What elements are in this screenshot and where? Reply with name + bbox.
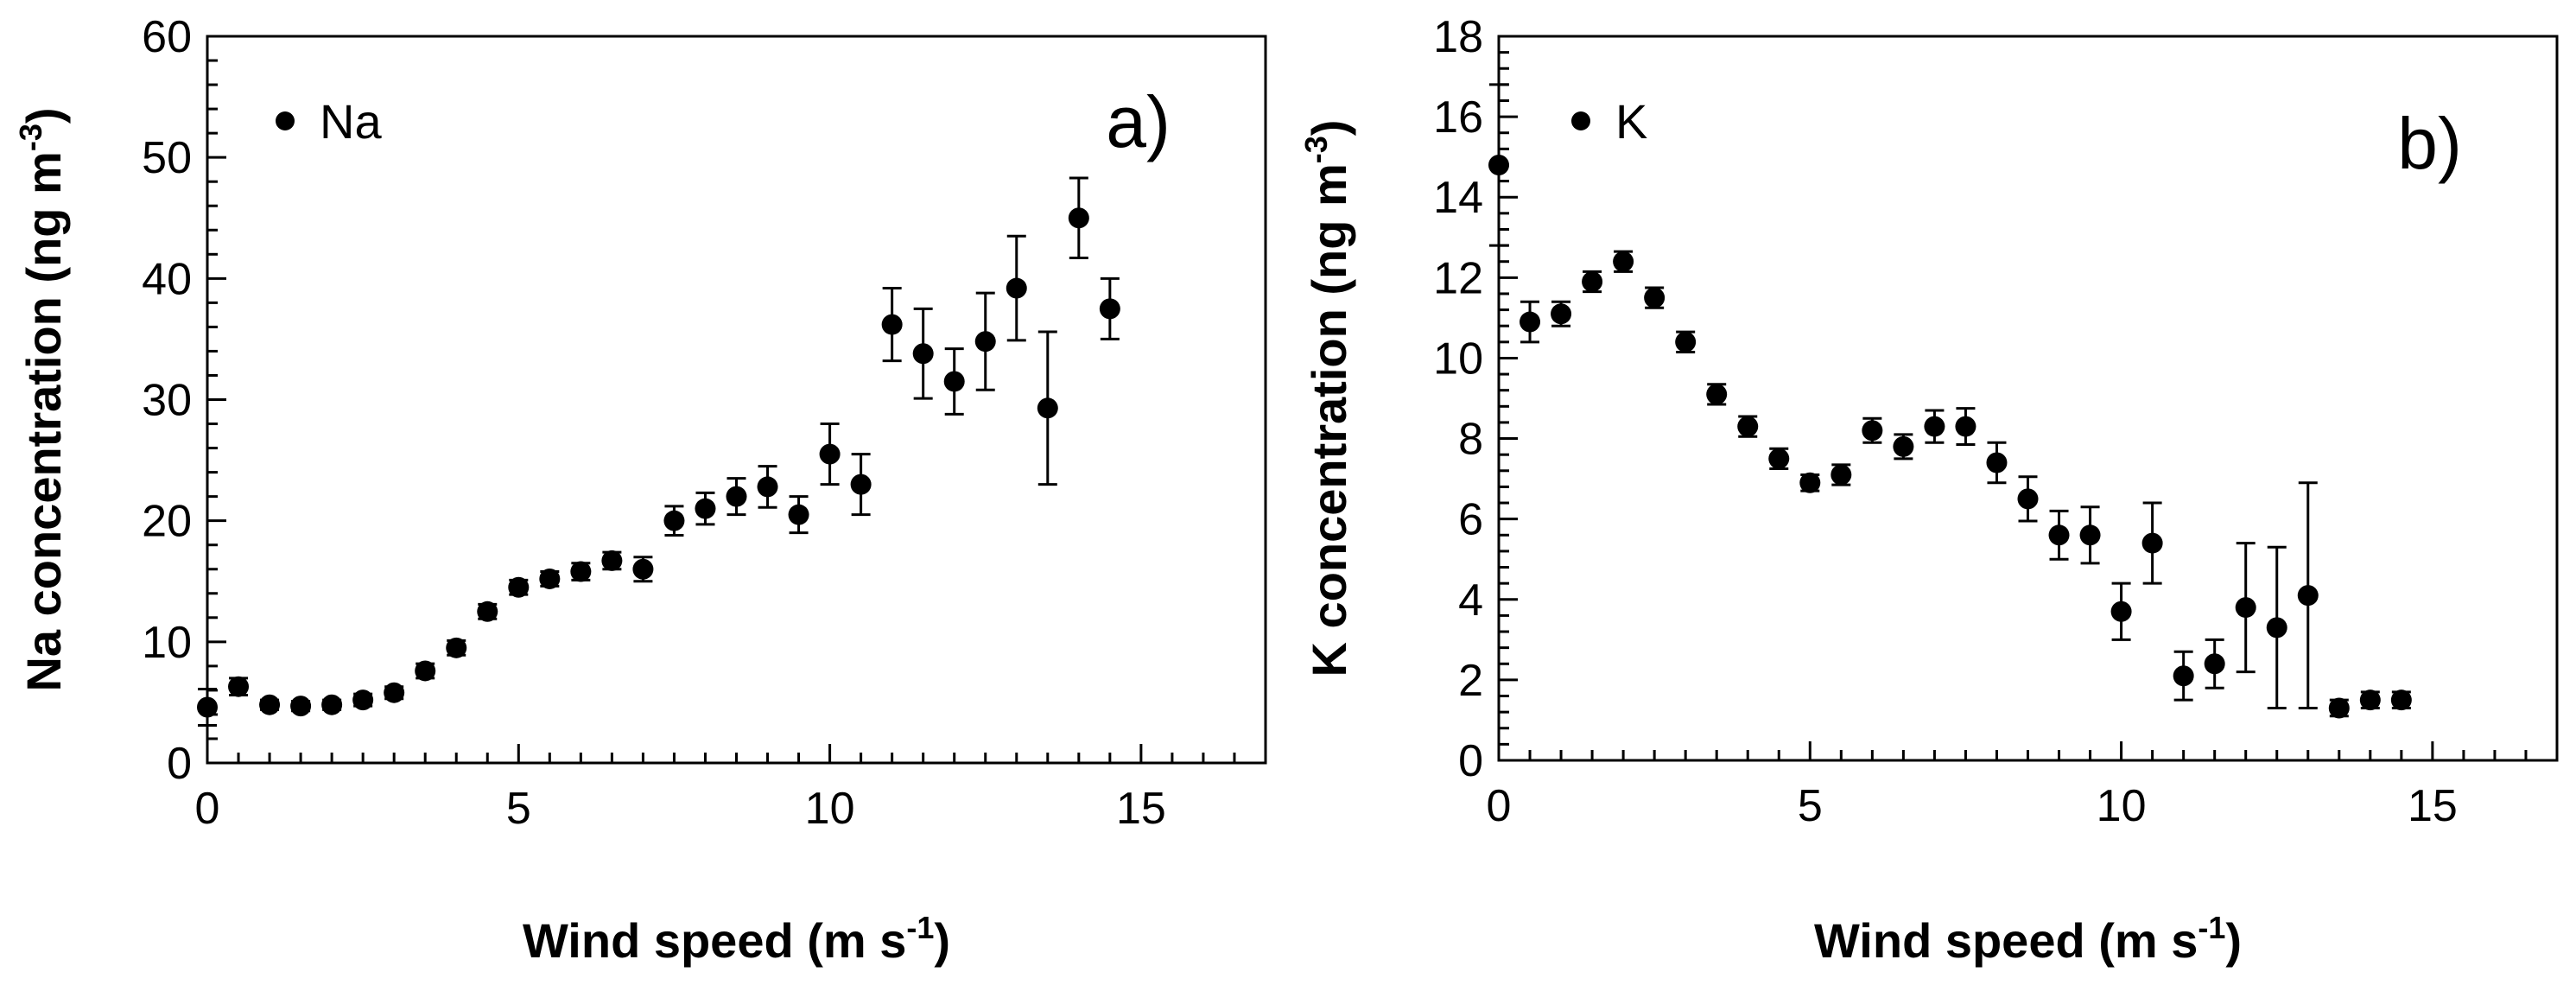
legend-label: K xyxy=(1615,94,1647,149)
y-tick-label: 2 xyxy=(1458,656,1483,706)
data-point xyxy=(446,637,467,658)
data-point xyxy=(1830,464,1852,486)
data-point xyxy=(570,561,592,582)
data-point xyxy=(415,660,436,682)
data-point xyxy=(1613,251,1634,272)
data-point xyxy=(1582,270,1603,292)
data-point xyxy=(321,694,343,715)
panel-label: b) xyxy=(2397,103,2462,184)
data-point xyxy=(228,676,250,697)
data-point xyxy=(1006,277,1027,299)
data-point xyxy=(2173,665,2194,687)
data-point xyxy=(1955,416,1976,437)
data-point xyxy=(850,473,872,495)
data-point xyxy=(2110,601,2132,622)
data-point xyxy=(539,568,561,589)
data-point xyxy=(477,601,498,622)
data-point xyxy=(352,690,374,711)
data-point xyxy=(2297,585,2319,607)
data-point xyxy=(1737,416,1759,437)
data-point xyxy=(290,696,312,717)
data-point xyxy=(881,314,903,335)
data-point xyxy=(2235,597,2256,619)
x-tick-label: 15 xyxy=(2408,781,2458,831)
x-tick-label: 0 xyxy=(1487,781,1512,831)
data-point xyxy=(1488,154,1509,175)
y-tick-label: 10 xyxy=(142,618,192,668)
data-point xyxy=(726,486,747,507)
x-tick-label: 10 xyxy=(805,784,855,834)
data-point xyxy=(1862,420,1883,442)
data-point xyxy=(259,694,281,715)
data-point xyxy=(384,682,405,703)
data-point xyxy=(757,476,778,498)
y-tick-label: 8 xyxy=(1458,415,1483,465)
data-point xyxy=(912,343,934,365)
y-tick-label: 40 xyxy=(142,254,192,304)
data-point xyxy=(1037,397,1058,419)
data-point xyxy=(2141,532,2163,554)
panel-b: 0 5 10 15 0 2 4 6 8 10 12 14 16 18 Wind speed (m s-1) K… xyxy=(1298,12,2559,968)
y-tick-label: 12 xyxy=(1433,253,1483,303)
data-point xyxy=(663,510,685,531)
data-point xyxy=(2079,524,2101,546)
legend-marker xyxy=(1571,111,1590,130)
data-point xyxy=(197,696,218,718)
data-point xyxy=(2359,690,2381,711)
y-tick-label: 30 xyxy=(142,376,192,426)
data-point xyxy=(943,371,965,392)
x-axis-title: Wind speed (m s-1) xyxy=(1814,910,2242,968)
x-tick-label: 0 xyxy=(195,784,220,834)
y-axis-title: Na concentration (ng m-3) xyxy=(13,107,71,691)
x-tick-label: 5 xyxy=(506,784,531,834)
y-tick-label: 14 xyxy=(1433,173,1483,223)
data-point xyxy=(1520,311,1541,333)
data-point xyxy=(788,504,809,525)
data-point xyxy=(1924,416,1945,437)
data-point xyxy=(2266,617,2287,639)
data-point xyxy=(1706,384,1728,405)
data-point xyxy=(974,331,996,353)
x-tick-label: 15 xyxy=(1116,784,1166,834)
y-tick-label: 18 xyxy=(1433,12,1483,62)
data-point xyxy=(508,576,530,598)
panel-a: 0 5 10 15 0 10 20 30 40 50 60 Wind speed (m s-1) Na … xyxy=(13,12,1267,968)
data-point xyxy=(2328,697,2350,719)
data-point xyxy=(1644,287,1666,308)
data-point xyxy=(695,498,716,519)
legend-label: Na xyxy=(320,94,382,149)
data-point xyxy=(2048,524,2070,546)
panel-label: a) xyxy=(1106,81,1171,162)
data-point xyxy=(2390,690,2412,711)
y-tick-label: 10 xyxy=(1433,334,1483,384)
data-point xyxy=(632,558,654,580)
data-point xyxy=(2017,488,2039,510)
y-tick-label: 60 xyxy=(142,12,192,62)
data-point xyxy=(819,443,841,465)
x-tick-label: 5 xyxy=(1798,781,1823,831)
data-point xyxy=(1099,298,1120,320)
data-point xyxy=(2204,653,2225,675)
x-axis-title: Wind speed (m s-1) xyxy=(523,910,950,968)
y-tick-label: 20 xyxy=(142,497,192,547)
y-tick-label: 6 xyxy=(1458,495,1483,545)
y-tick-label: 0 xyxy=(1458,736,1483,786)
y-tick-label: 4 xyxy=(1458,575,1483,626)
data-point xyxy=(1893,435,1914,457)
y-tick-label: 16 xyxy=(1433,92,1483,143)
data-point xyxy=(1675,331,1697,353)
legend-marker xyxy=(276,111,295,130)
x-tick-label: 10 xyxy=(2097,781,2147,831)
y-axis-title: K concentration (ng m-3) xyxy=(1298,120,1356,677)
data-point xyxy=(1551,303,1572,325)
data-point xyxy=(601,550,623,571)
data-point xyxy=(1068,207,1089,229)
data-point xyxy=(1768,448,1790,469)
data-point xyxy=(1799,472,1821,493)
y-tick-label: 0 xyxy=(167,739,192,789)
y-tick-label: 50 xyxy=(142,133,192,183)
data-point xyxy=(1986,452,2008,473)
